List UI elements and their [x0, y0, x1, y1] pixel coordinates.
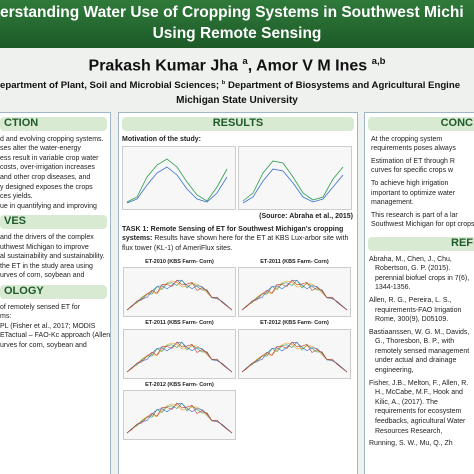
conclusion-item: To achieve high irrigation important to … — [371, 179, 456, 207]
section-heading: REF — [368, 236, 474, 251]
affiliation-a: epartment of Plant, Soil and Microbial S… — [0, 80, 220, 92]
chart-line — [126, 403, 233, 434]
chart-line — [126, 342, 233, 372]
chart-image — [237, 146, 352, 211]
title: erstanding Water Use of Cropping Systems… — [0, 4, 464, 21]
reference: Fisher, J.B., Melton, F., Allen, R. H., … — [369, 379, 469, 435]
conclusion-item: This research is part of a lar Southwest… — [371, 211, 474, 229]
chart-line — [126, 341, 233, 372]
section-heading: CONC — [368, 117, 474, 131]
task-title: TASK 1: Remote Sensing of ET for Southwe… — [122, 225, 344, 243]
chart-line — [126, 279, 233, 311]
chart-panel: ET-2010 (KBS Farm- Corn) — [123, 258, 236, 318]
text-line: ms: — [0, 313, 12, 321]
affiliation-sup: b — [221, 80, 226, 86]
chart-line — [241, 342, 348, 372]
reference: Running, S. W., Mu, Q., Zh — [369, 440, 453, 448]
chart-title: ET-2010 (KBS Farm- Corn) — [145, 258, 214, 265]
title: Using Remote Sensing — [152, 25, 322, 42]
text-line: the ET in the study area using — [0, 262, 93, 270]
chart-image — [123, 267, 236, 318]
conclusion-item: At the cropping system requirements pose… — [371, 135, 456, 153]
task: TASK 1: Remote Sensing of ET for Southwe… — [119, 225, 357, 254]
text-line: ETactual – FAO-Kc approach (Allen et al.… — [0, 332, 111, 340]
chart-line — [241, 279, 348, 311]
text-line: d and evolving cropping systems. — [0, 135, 104, 143]
source: (Source: Abraha et al., 2015) — [259, 213, 353, 221]
text-line: ses alter the water-energy — [0, 145, 81, 153]
text-line: urves of corn, soybean and — [0, 272, 85, 280]
text-line: costs, over-irrigation increases — [0, 164, 95, 172]
conclusion-item: Estimation of ET through R curves for sp… — [371, 157, 455, 175]
chart-title: ET-2011 (KBS Farm- Corn) — [145, 320, 214, 327]
chart-image — [123, 390, 236, 441]
task-text: Results have shown here for the ET at KB… — [122, 235, 349, 252]
reference: Abraha, M., Chen, J., Chu, Robertson, G.… — [369, 255, 470, 292]
chart-panel: ET-2012 (KBS Farm- Corn) — [123, 381, 236, 441]
chart-image — [123, 328, 236, 379]
chart-line — [241, 342, 348, 372]
chart-image — [238, 328, 351, 379]
chart-line — [126, 342, 233, 372]
text-line: and other crop diseases, and — [0, 173, 91, 181]
reference: Allen, R. G., Pereira, L. S., requiremen… — [369, 296, 462, 324]
text-line: y designed exposes the crops — [0, 183, 93, 191]
author-sup: a — [242, 56, 248, 67]
chart-grid: ET-2010 (KBS Farm- Corn) ET-2011 (KBS Far… — [119, 254, 357, 445]
chart-title: ET-2012 (KBS Farm- Corn) — [260, 320, 329, 327]
chart-line — [126, 280, 233, 311]
section-heading: OLOGY — [0, 284, 107, 299]
text-line: uthwest Michigan to improve — [0, 243, 89, 251]
author-sup: a,b — [371, 56, 386, 67]
chart-line — [126, 280, 233, 311]
text-line: al sustainability and sustainability. — [0, 253, 105, 261]
text-line: ue in quantifying and improving — [0, 202, 97, 210]
text-line: PL (Fisher et al., 2017; MODIS — [0, 322, 96, 330]
chart-line — [126, 403, 233, 434]
text-line: of remotely sensed ET for — [0, 303, 81, 311]
chart-panel: ET-2011 (KBS Farm- Corn) — [123, 319, 236, 379]
section-heading: RESULTS — [122, 117, 354, 131]
section-heading: CTION — [0, 117, 107, 131]
title-banner: erstanding Water Use of Cropping Systems… — [0, 0, 474, 48]
authors: Prakash Kumar Jha a, Amor V M Ines a,b — [88, 56, 386, 75]
section-heading: VES — [0, 215, 107, 229]
chart-line — [241, 280, 348, 311]
chart-line — [241, 341, 348, 372]
chart-title: ET-2011 (KBS Farm- Corn) — [260, 258, 329, 265]
text-line: urves for corn, soybean and — [0, 341, 87, 349]
middle-column: RESULTS Motivation of the study: (Source… — [118, 112, 358, 474]
chart-line — [126, 402, 233, 434]
chart-image — [238, 267, 351, 318]
chart-image — [122, 146, 236, 211]
university: Michigan State University — [176, 95, 298, 106]
text-line: ces yields. — [0, 193, 33, 201]
affiliation: epartment of Plant, Soil and Microbial S… — [0, 80, 460, 91]
left-column: CTION d and evolving cropping systems. ses… — [0, 112, 111, 474]
chart-title: ET-2012 (KBS Farm- Corn) — [145, 381, 214, 388]
author: Amor V M Ines — [256, 57, 368, 75]
chart-line — [241, 280, 348, 311]
text-line: and the drivers of the complex — [0, 233, 94, 241]
motivation: Motivation of the study: — [122, 135, 201, 143]
chart-panel: ET-2011 (KBS Farm- Corn) — [238, 258, 351, 318]
right-column: CONC At the cropping system requirements … — [364, 112, 474, 474]
author: Prakash Kumar Jha — [88, 57, 238, 75]
text-line: ess result in variable crop water — [0, 154, 99, 162]
chart-panel: ET-2012 (KBS Farm- Corn) — [238, 319, 351, 379]
affiliation-b: Department of Biosystems and Agricultura… — [227, 80, 461, 92]
reference: Bastiaanssen, W. G. M., Davids, G., Thor… — [369, 328, 470, 375]
